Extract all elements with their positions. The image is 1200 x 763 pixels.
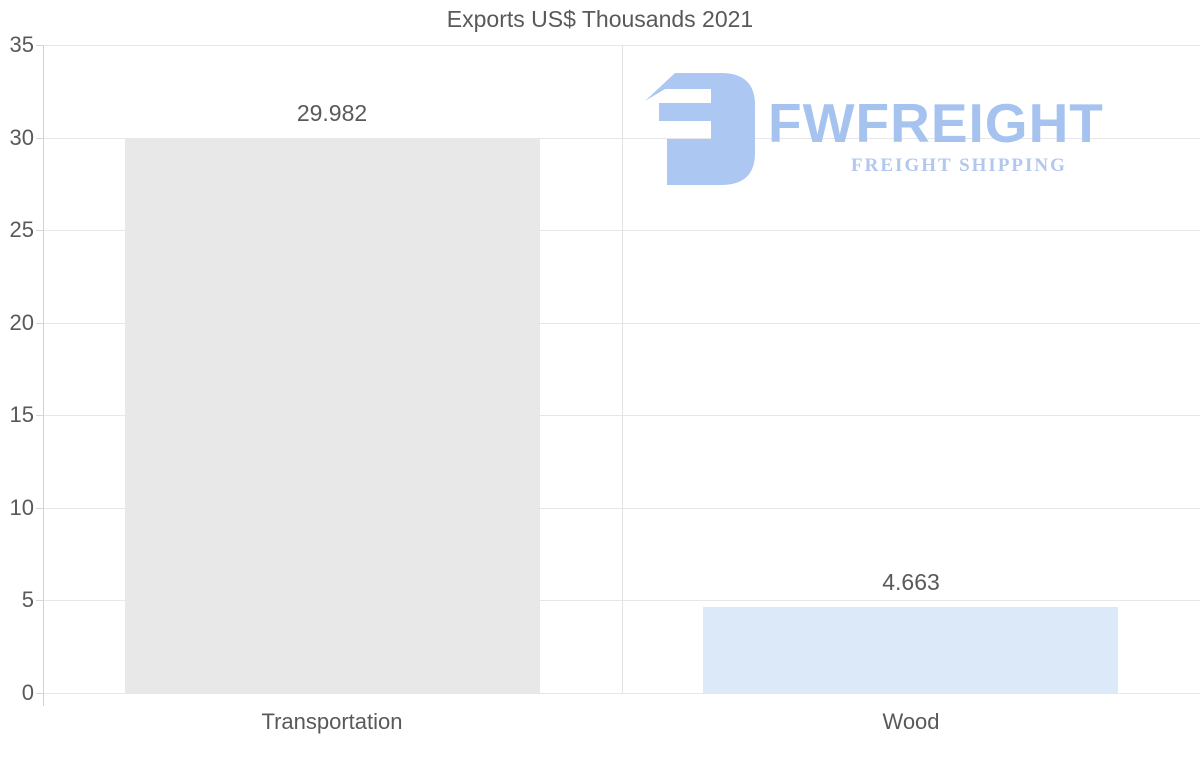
y-axis-tick-label: 30: [9, 124, 34, 150]
gridline-y-0: [43, 693, 1200, 694]
gridline-y-10: [43, 507, 1200, 509]
x-axis-category-label: Transportation: [261, 709, 403, 734]
bar-transportation: [125, 138, 540, 693]
y-axis-tick: [36, 507, 43, 509]
y-axis-tick-label: 35: [9, 32, 34, 57]
gridline-y-30: [43, 137, 1200, 139]
gridline-y-25: [43, 230, 1200, 232]
gridline-y-5: [43, 600, 1200, 602]
bar-value-label: 4.663: [882, 569, 940, 595]
gridline-y-15: [43, 415, 1200, 417]
y-axis-tick-label: 5: [21, 587, 34, 613]
y-axis-tick: [36, 45, 43, 46]
y-axis-tick: [36, 322, 43, 324]
y-axis-tick-label: 25: [9, 217, 34, 243]
y-axis-tick: [36, 693, 43, 694]
y-axis-line: [43, 45, 44, 706]
gridline-y-20: [43, 322, 1200, 324]
y-axis-tick: [36, 137, 43, 139]
x-axis-category-label: Wood: [882, 709, 940, 734]
y-axis-tick: [36, 600, 43, 602]
y-axis-tick-label: 20: [9, 309, 34, 335]
category-divider-line: [622, 45, 623, 693]
y-axis-tick-label: 0: [21, 680, 34, 705]
y-axis-tick: [36, 415, 43, 417]
y-axis-tick: [36, 230, 43, 232]
bar-value-label: 29.982: [296, 100, 368, 126]
y-axis-tick-label: 15: [9, 402, 34, 428]
gridline-y-35: [43, 45, 1200, 46]
chart-title: Exports US$ Thousands 2021: [446, 6, 754, 32]
bar-wood: [703, 607, 1118, 693]
y-axis-tick-label: 10: [9, 494, 34, 520]
